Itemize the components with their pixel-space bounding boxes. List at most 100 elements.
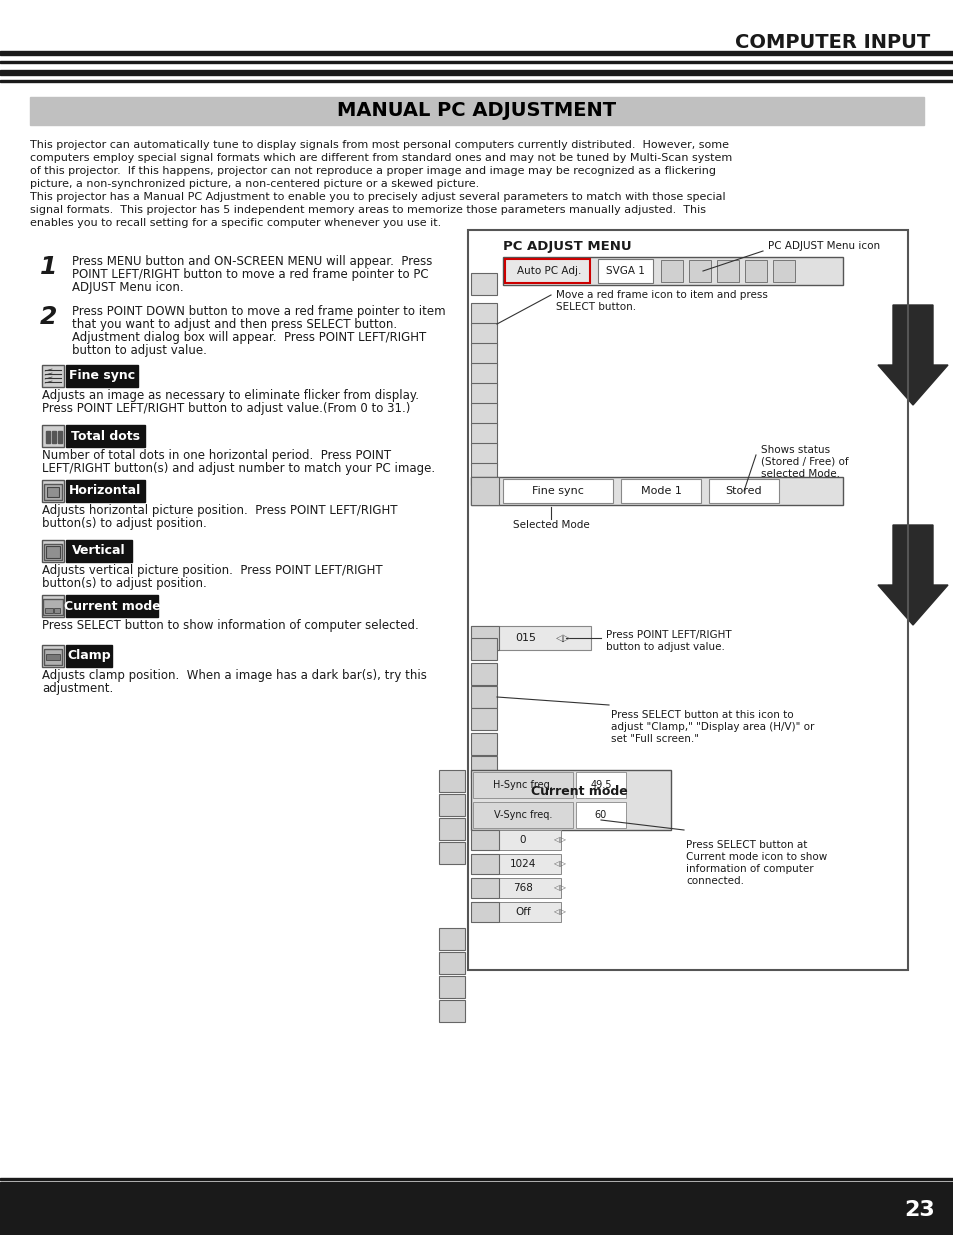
Text: button(s) to adjust position.: button(s) to adjust position. — [42, 517, 207, 530]
Bar — [45, 608, 53, 613]
Text: This projector can automatically tune to display signals from most personal comp: This projector can automatically tune to… — [30, 140, 728, 149]
Bar — [42, 595, 64, 618]
Text: 23: 23 — [903, 1200, 934, 1220]
Bar — [0, 1186, 953, 1235]
Bar — [0, 1178, 953, 1179]
Text: Number of total dots in one horizontal period.  Press POINT: Number of total dots in one horizontal p… — [42, 450, 391, 462]
Text: ADJUST Menu icon.: ADJUST Menu icon. — [71, 282, 183, 294]
Text: POINT LEFT/RIGHT button to move a red frame pointer to PC: POINT LEFT/RIGHT button to move a red fr… — [71, 268, 428, 282]
Bar — [471, 443, 497, 466]
Text: Press POINT DOWN button to move a red frame pointer to item: Press POINT DOWN button to move a red fr… — [71, 305, 445, 317]
Bar — [66, 480, 145, 501]
Bar — [708, 479, 779, 503]
Text: Press SELECT button at: Press SELECT button at — [685, 840, 806, 850]
Text: Current mode: Current mode — [64, 599, 160, 613]
Text: 0: 0 — [519, 835, 526, 845]
Text: SELECT button.: SELECT button. — [556, 303, 636, 312]
Text: Total dots: Total dots — [71, 430, 140, 442]
Bar — [43, 599, 63, 615]
Text: button to adjust value.: button to adjust value. — [605, 642, 724, 652]
Text: Press SELECT button at this icon to: Press SELECT button at this icon to — [610, 710, 793, 720]
Bar — [471, 878, 498, 898]
Text: signal formats.  This projector has 5 independent memory areas to memorize those: signal formats. This projector has 5 ind… — [30, 205, 705, 215]
Bar — [438, 927, 464, 950]
Bar — [44, 484, 62, 500]
Bar — [471, 626, 590, 650]
Bar — [660, 261, 682, 282]
Text: Adjustment dialog box will appear.  Press POINT LEFT/RIGHT: Adjustment dialog box will appear. Press… — [71, 331, 426, 345]
Bar — [471, 463, 497, 485]
Text: Off: Off — [515, 906, 530, 918]
Bar — [471, 477, 498, 505]
Bar — [0, 51, 953, 56]
Bar — [0, 61, 953, 63]
Bar — [471, 902, 560, 923]
Text: 1024: 1024 — [509, 860, 536, 869]
Bar — [42, 366, 64, 387]
Bar — [471, 424, 497, 445]
Text: Adjusts horizontal picture position.  Press POINT LEFT/RIGHT: Adjusts horizontal picture position. Pre… — [42, 504, 397, 517]
Text: PC ADJUST Menu icon: PC ADJUST Menu icon — [767, 241, 880, 251]
Text: (Stored / Free) of: (Stored / Free) of — [760, 457, 848, 467]
Bar — [471, 663, 497, 685]
Text: of this projector.  If this happens, projector can not reproduce a proper image : of this projector. If this happens, proj… — [30, 165, 716, 177]
Bar — [42, 480, 64, 501]
Bar — [438, 952, 464, 974]
Bar — [471, 303, 497, 325]
Bar — [66, 425, 145, 447]
Polygon shape — [877, 525, 947, 625]
Bar — [468, 230, 907, 969]
Bar — [46, 546, 60, 558]
Text: LEFT/RIGHT button(s) and adjust number to match your PC image.: LEFT/RIGHT button(s) and adjust number t… — [42, 462, 435, 475]
Text: Current mode: Current mode — [531, 785, 627, 798]
Bar — [502, 257, 842, 285]
Text: Press POINT LEFT/RIGHT button to adjust value.(From 0 to 31.): Press POINT LEFT/RIGHT button to adjust … — [42, 403, 410, 415]
Bar — [473, 772, 573, 798]
Bar — [471, 685, 497, 708]
Text: Press POINT LEFT/RIGHT: Press POINT LEFT/RIGHT — [605, 630, 731, 640]
Text: enables you to recall setting for a specific computer whenever you use it.: enables you to recall setting for a spec… — [30, 219, 441, 228]
Bar — [438, 818, 464, 840]
Text: Auto PC Adj.: Auto PC Adj. — [517, 266, 580, 275]
Bar — [502, 479, 613, 503]
Bar — [46, 655, 60, 659]
Bar — [44, 543, 62, 559]
Bar — [438, 842, 464, 864]
Bar — [717, 261, 739, 282]
Text: 015: 015 — [515, 634, 536, 643]
Bar — [44, 650, 62, 664]
Bar — [688, 261, 710, 282]
Bar — [30, 98, 923, 125]
Text: that you want to adjust and then press SELECT button.: that you want to adjust and then press S… — [71, 317, 396, 331]
Text: PC ADJUST MENU: PC ADJUST MENU — [502, 240, 631, 253]
Bar — [473, 802, 573, 827]
Bar — [66, 595, 158, 618]
Bar — [620, 479, 700, 503]
Bar — [47, 487, 59, 496]
Bar — [471, 273, 497, 295]
Bar — [576, 802, 625, 827]
Bar — [471, 756, 497, 778]
Bar — [471, 343, 497, 366]
Text: Stored: Stored — [725, 487, 761, 496]
Text: adjust "Clamp," "Display area (H/V)" or: adjust "Clamp," "Display area (H/V)" or — [610, 722, 814, 732]
Bar — [471, 403, 497, 425]
Text: Mode 1: Mode 1 — [639, 487, 680, 496]
Text: ◁▷: ◁▷ — [553, 908, 565, 916]
Bar — [42, 645, 64, 667]
Text: set "Full screen.": set "Full screen." — [610, 734, 699, 743]
Text: SVGA 1: SVGA 1 — [605, 266, 644, 275]
Text: Horizontal: Horizontal — [70, 484, 141, 498]
Bar — [471, 477, 842, 505]
Bar — [471, 363, 497, 385]
Text: connected.: connected. — [685, 876, 743, 885]
Bar — [471, 769, 670, 830]
Bar — [438, 794, 464, 816]
Bar — [471, 853, 498, 874]
Bar — [42, 540, 64, 562]
Text: Current mode icon to show: Current mode icon to show — [685, 852, 826, 862]
Text: Press MENU button and ON-SCREEN MENU will appear.  Press: Press MENU button and ON-SCREEN MENU wil… — [71, 254, 432, 268]
Text: Adjusts an image as necessary to eliminate flicker from display.: Adjusts an image as necessary to elimina… — [42, 389, 418, 403]
Bar — [471, 853, 560, 874]
Bar — [0, 1182, 953, 1186]
